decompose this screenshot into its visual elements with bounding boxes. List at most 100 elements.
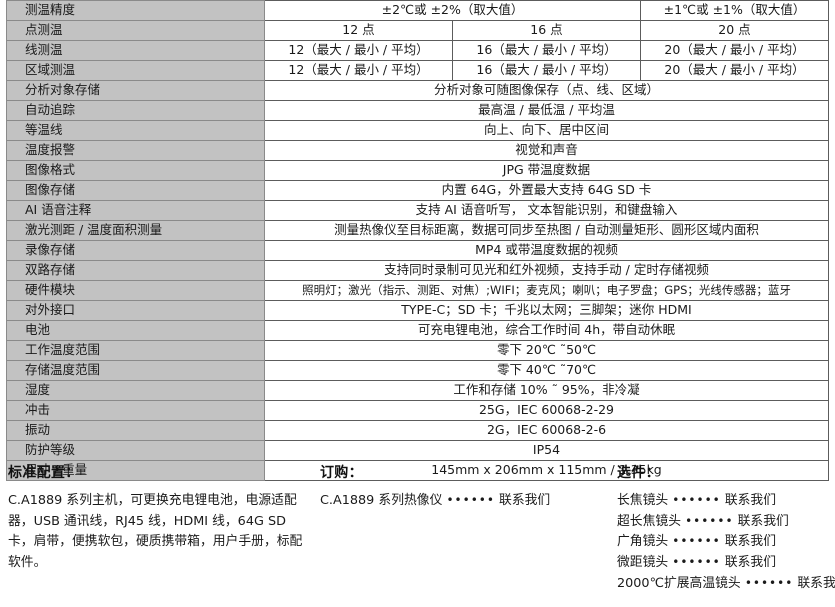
row-label: 区域测温 [6, 60, 265, 81]
row-value: IP54 [264, 440, 829, 461]
row-label: 湿度 [6, 380, 265, 401]
row-label: 自动追踪 [6, 100, 265, 121]
specifications-table: 测温精度 ±2℃或 ±2%（取大值） ±1℃或 ±1%（取大值） 点测温 12 点 16 … [6, 0, 829, 481]
row-value: 12 点 [264, 20, 453, 41]
dot-leader: •••••• [672, 534, 721, 549]
row-label: 图像存储 [6, 180, 265, 201]
option-item-name: 微距镜头 [617, 555, 669, 571]
row-label: 分析对象存储 [6, 80, 265, 101]
options-heading: 选件： [617, 465, 660, 481]
row-label: 振动 [6, 420, 265, 441]
row-label: 测温精度 [6, 0, 265, 21]
row-value: 分析对象可随图像保存（点、线、区域） [264, 80, 829, 101]
option-item-action-link[interactable]: 联系我们 [724, 534, 776, 550]
row-value: 可充电锂电池，综合工作时间 4h，带自动休眠 [264, 320, 829, 341]
row-value: 测量热像仪至目标距离，数据可同步至热图 / 自动测量矩形、圆形区域内面积 [264, 220, 829, 241]
options-list: 长焦镜头 •••••• 联系我们 超长焦镜头 •••••• 联系我们 广角镜头 ••… [617, 491, 835, 595]
row-value: 零下 40℃ ˜70℃ [264, 360, 829, 381]
option-item: 超长焦镜头 •••••• 联系我们 [617, 512, 835, 533]
row-label: 防护等级 [6, 440, 265, 461]
row-value: ±1℃或 ±1%（取大值） [640, 0, 829, 21]
row-label: 硬件模块 [6, 280, 265, 301]
row-value: 20（最大 / 最小 / 平均） [640, 60, 829, 81]
table-row: 自动追踪 最高温 / 最低温 / 平均温 [6, 100, 829, 121]
row-value: 支持同时录制可见光和红外视频，支持手动 / 定时存储视频 [264, 260, 829, 281]
row-value: 内置 64G，外置最大支持 64G SD 卡 [264, 180, 829, 201]
standard-config-text: C.A1889 系列主机，可更换充电锂电池，电源适配器，USB 通讯线，RJ45… [8, 493, 303, 571]
table-row: 电池 可充电锂电池，综合工作时间 4h，带自动休眠 [6, 320, 829, 341]
table-row: 尺寸 / 重量 145mm x 206mm x 115mm / 1.35kg [6, 460, 829, 481]
specifications-table-body: 测温精度 ±2℃或 ±2%（取大值） ±1℃或 ±1%（取大值） 点测温 12 点 16 … [6, 0, 829, 481]
row-value: MP4 或带温度数据的视频 [264, 240, 829, 261]
option-item-name: 2000℃扩展高温镜头 [617, 575, 741, 591]
row-value: 零下 20℃ ˜50℃ [264, 340, 829, 361]
row-value: 16 点 [452, 20, 641, 41]
row-value: 12（最大 / 最小 / 平均） [264, 60, 453, 81]
table-row: 点测温 12 点 16 点 20 点 [6, 20, 829, 41]
table-row: 激光测距 / 温度面积测量 测量热像仪至目标距离，数据可同步至热图 / 自动测量矩… [6, 220, 829, 241]
table-row: 对外接口 TYPE-C；SD 卡；千兆以太网；三脚架；迷你 HDMI [6, 300, 829, 321]
row-label: 工作温度范围 [6, 340, 265, 361]
order-section: 订购： C.A1889 系列热像仪 •••••• 联系我们 [320, 462, 605, 512]
row-label: 点测温 [6, 20, 265, 41]
standard-config-section: 标准配置： C.A1889 系列主机，可更换充电锂电池，电源适配器，USB 通讯… [8, 462, 308, 574]
row-label: 电池 [6, 320, 265, 341]
row-value: 向上、向下、居中区间 [264, 120, 829, 141]
option-item-action-link[interactable]: 联系我们 [797, 575, 835, 591]
option-item-name: 长焦镜头 [617, 493, 669, 508]
option-item-action-link[interactable]: 联系我们 [724, 493, 776, 508]
table-row: 图像格式 JPG 带温度数据 [6, 160, 829, 181]
order-heading: 订购： [320, 465, 363, 481]
row-value: 20（最大 / 最小 / 平均） [640, 40, 829, 61]
row-label: 等温线 [6, 120, 265, 141]
dot-leader: •••••• [685, 513, 734, 528]
row-value: JPG 带温度数据 [264, 160, 829, 181]
table-row: 双路存储 支持同时录制可见光和红外视频，支持手动 / 定时存储视频 [6, 260, 829, 281]
table-row: 湿度 工作和存储 10% ˜ 95%，非冷凝 [6, 380, 829, 401]
row-value: 支持 AI 语音听写， 文本智能识别，和键盘输入 [264, 200, 829, 221]
row-value: ±2℃或 ±2%（取大值） [264, 0, 641, 21]
table-row: 图像存储 内置 64G，外置最大支持 64G SD 卡 [6, 180, 829, 201]
row-value: 2G，IEC 60068-2-6 [264, 420, 829, 441]
dot-leader: •••••• [744, 575, 794, 590]
bottom-sections: 标准配置： C.A1889 系列主机，可更换充电锂电池，电源适配器，USB 通讯… [0, 462, 835, 607]
row-label: AI 语音注释 [6, 200, 265, 221]
row-label: 尺寸 / 重量 [6, 460, 265, 481]
table-row: 区域测温 12（最大 / 最小 / 平均） 16（最大 / 最小 / 平均） 20（最… [6, 60, 829, 81]
row-label: 温度报警 [6, 140, 265, 161]
row-label: 录像存储 [6, 240, 265, 261]
row-value: 145mm x 206mm x 115mm / 1.35kg [264, 460, 829, 481]
table-row: 振动 2G，IEC 60068-2-6 [6, 420, 829, 441]
table-row: 硬件模块 照明灯；激光（指示、测距、对焦）;WIFI；麦克风；喇叭；电子罗盘；GP… [6, 280, 829, 301]
order-item-action-link[interactable]: 联系我们 [499, 493, 551, 508]
row-label: 图像格式 [6, 160, 265, 181]
table-row: 录像存储 MP4 或带温度数据的视频 [6, 240, 829, 261]
option-item-name: 超长焦镜头 [617, 513, 681, 529]
option-item-name: 广角镜头 [617, 534, 669, 550]
row-value: 最高温 / 最低温 / 平均温 [264, 100, 829, 121]
option-item: 2000℃扩展高温镜头 •••••• 联系我们 [617, 574, 835, 595]
table-row: 分析对象存储 分析对象可随图像保存（点、线、区域） [6, 80, 829, 101]
option-item-action-link[interactable]: 联系我们 [724, 555, 776, 571]
row-value: 12（最大 / 最小 / 平均） [264, 40, 453, 61]
row-value: 工作和存储 10% ˜ 95%，非冷凝 [264, 380, 829, 401]
dot-leader: •••••• [672, 555, 721, 570]
row-label: 双路存储 [6, 260, 265, 281]
option-item: 微距镜头 •••••• 联系我们 [617, 553, 835, 574]
table-row: 存储温度范围 零下 40℃ ˜70℃ [6, 360, 829, 381]
table-row: 等温线 向上、向下、居中区间 [6, 120, 829, 141]
option-item-action-link[interactable]: 联系我们 [737, 513, 789, 529]
row-label: 存储温度范围 [6, 360, 265, 381]
table-row: 线测温 12（最大 / 最小 / 平均） 16（最大 / 最小 / 平均） 20（最大… [6, 40, 829, 61]
standard-config-heading: 标准配置： [8, 465, 80, 481]
row-label: 对外接口 [6, 300, 265, 321]
order-item: C.A1889 系列热像仪 •••••• 联系我们 [320, 491, 605, 512]
dot-leader: •••••• [672, 493, 721, 507]
dot-leader: •••••• [446, 493, 495, 507]
standard-config-body: C.A1889 系列主机，可更换充电锂电池，电源适配器，USB 通讯线，RJ45… [8, 491, 308, 574]
option-item: 广角镜头 •••••• 联系我们 [617, 532, 835, 553]
row-value: 16（最大 / 最小 / 平均） [452, 60, 641, 81]
table-row: 测温精度 ±2℃或 ±2%（取大值） ±1℃或 ±1%（取大值） [6, 0, 829, 21]
row-value: 25G，IEC 60068-2-29 [264, 400, 829, 421]
